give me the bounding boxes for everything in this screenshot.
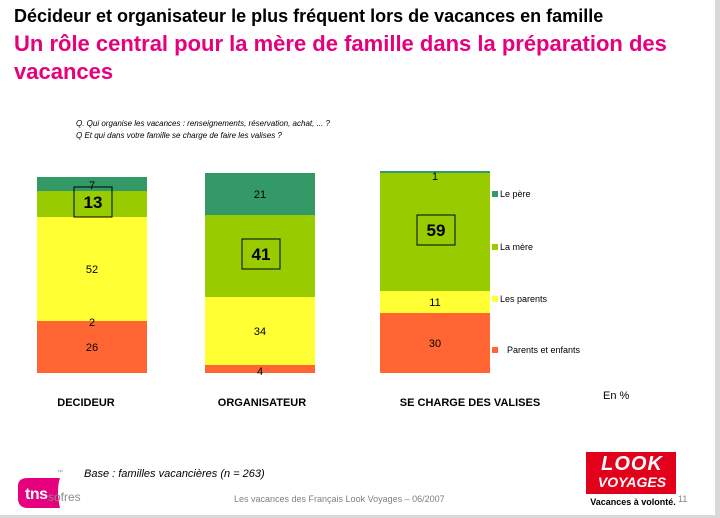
category-label-1: DECIDEUR xyxy=(57,397,115,409)
bar-segment-3-4 xyxy=(380,171,490,173)
legend-swatch-3 xyxy=(492,296,498,302)
bar-segment-2-4 xyxy=(205,173,315,215)
look-logo-text: LOOK xyxy=(601,453,663,475)
value-box-3 xyxy=(416,214,456,246)
bar-segment-2-3 xyxy=(205,215,315,297)
bar-segment-1-1 xyxy=(37,321,147,373)
value-box-1 xyxy=(73,186,113,218)
legend-swatch-2 xyxy=(492,244,498,250)
voyages-logo-text: VOYAGES xyxy=(597,474,667,490)
segment-label-2-4: 21 xyxy=(254,189,266,201)
segment-label-1-2: 52 xyxy=(86,264,98,276)
bar-segment-3-2 xyxy=(380,291,490,313)
segment-label-1-4: 7 xyxy=(89,180,95,192)
segment-label-3-3: 59 xyxy=(427,221,446,240)
tns-logo-text: tns xyxy=(25,486,48,503)
segment-label-1-1: 26 xyxy=(86,342,98,354)
legend-label-1: Le père xyxy=(500,189,531,199)
slide-subtitle: Un rôle central pour la mère de famille … xyxy=(14,31,667,84)
bar-segment-1-2 xyxy=(37,217,147,321)
page-number: 11 xyxy=(678,494,688,504)
segment-label-1-3: 13 xyxy=(84,193,103,212)
question-1: Q. Qui organise les vacances : renseigne… xyxy=(76,119,330,128)
segment-label-3-2: 11 xyxy=(429,297,440,309)
segment-label-2-3: 41 xyxy=(252,245,271,264)
value-box-2 xyxy=(241,238,281,270)
bar-segment-3-3 xyxy=(380,173,490,291)
bar-segment-1-3 xyxy=(37,191,147,217)
frame-bottom-border xyxy=(0,515,720,518)
segment-label-3-1: 30 xyxy=(429,338,441,350)
legend-label-2: La mère xyxy=(500,242,533,252)
sofres-logo-text: sofres xyxy=(48,490,81,504)
bar-segment-3-1 xyxy=(380,313,490,373)
look-voyages-logo xyxy=(586,452,676,494)
legend-label-4: Parents et enfants xyxy=(507,345,581,355)
legend-swatch-1 xyxy=(492,191,498,197)
segment-label-2-2: 34 xyxy=(254,326,266,338)
trademark-mark: ™ xyxy=(57,470,63,476)
question-2: Q Et qui dans votre famille se charge de… xyxy=(76,131,282,140)
category-label-2: ORGANISATEUR xyxy=(218,397,306,409)
legend-swatch-4 xyxy=(492,347,498,353)
tns-logo xyxy=(18,478,60,508)
legend-label-3: Les parents xyxy=(500,294,548,304)
frame-right-border xyxy=(715,0,720,518)
segment-label-2-1: 4 xyxy=(257,366,263,378)
segment-label-3-4: 1 xyxy=(432,171,438,183)
segment-label-extra: 2 xyxy=(89,317,95,329)
bar-segment-2-2 xyxy=(205,297,315,365)
footer-source: Les vacances des Français Look Voyages –… xyxy=(234,494,445,504)
base-note: Base : familles vacancières (n = 263) xyxy=(84,468,265,480)
unit-label: En % xyxy=(603,390,630,402)
slide-title: Décideur et organisateur le plus fréquen… xyxy=(14,6,604,26)
bar-segment-2-1 xyxy=(205,365,315,373)
category-label-3: SE CHARGE DES VALISES xyxy=(400,397,540,409)
look-tagline: Vacances à volonté. xyxy=(590,497,676,507)
bar-segment-1-4 xyxy=(37,177,147,191)
